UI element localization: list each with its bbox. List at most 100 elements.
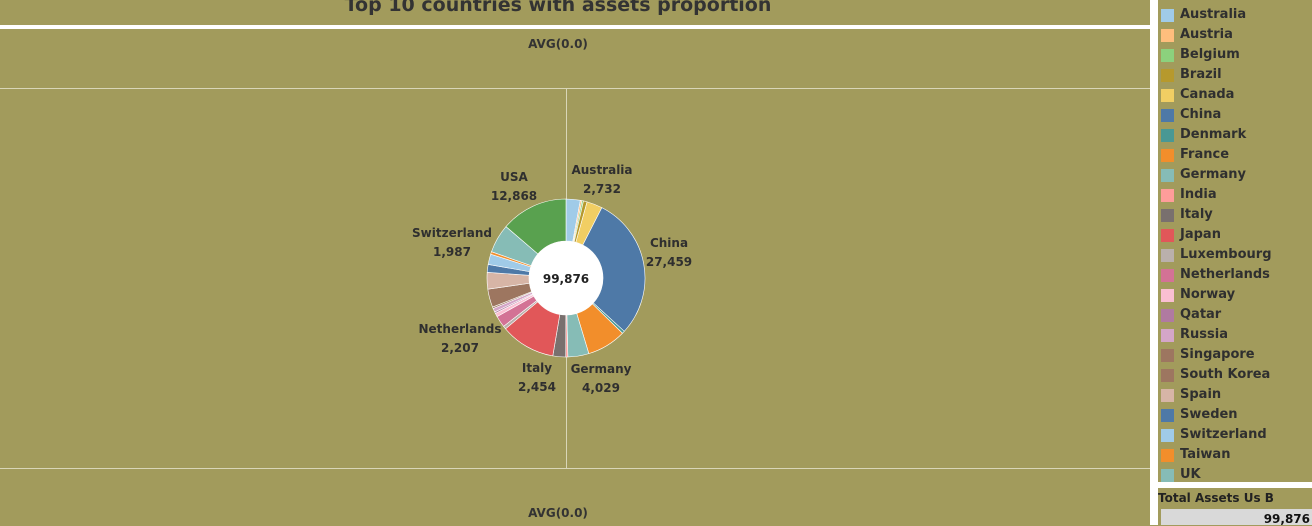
legend-label: Austria [1180,27,1233,42]
legend-label: Singapore [1180,347,1255,362]
legend-swatch [1161,209,1174,222]
legend-label: Australia [1180,7,1247,22]
legend-label: India [1180,187,1217,202]
legend-swatch [1161,469,1174,482]
legend-swatch [1161,229,1174,242]
legend-swatch [1161,309,1174,322]
legend-item-italy[interactable]: Italy [1158,206,1312,226]
legend-label: UK [1180,467,1201,482]
legend-swatch [1161,69,1174,82]
legend-swatch [1161,349,1174,362]
legend-swatch [1161,169,1174,182]
slice-label-name: Australia [571,163,632,177]
legend-item-russia[interactable]: Russia [1158,326,1312,346]
filter-title: Total Assets Us B [1158,491,1274,505]
legend-item-japan[interactable]: Japan [1158,226,1312,246]
slice-label-value: 4,029 [582,381,620,395]
slice-label-name: Netherlands [418,322,501,336]
slice-label-name: USA [500,170,528,184]
legend-item-denmark[interactable]: Denmark [1158,126,1312,146]
slice-label-value: 2,207 [441,341,479,355]
chart-title: Top 10 countries with assets proportion [344,0,772,16]
legend-label: Russia [1180,327,1228,342]
legend-label: Netherlands [1180,267,1270,282]
slice-label-value: 2,454 [518,380,556,394]
legend-item-uk[interactable]: UK [1158,466,1312,486]
legend-item-norway[interactable]: Norway [1158,286,1312,306]
legend-label: Spain [1180,387,1222,402]
legend-item-spain[interactable]: Spain [1158,386,1312,406]
title-separator [0,25,1150,29]
legend-swatch [1161,9,1174,22]
legend-label: Belgium [1180,47,1240,62]
legend-item-belgium[interactable]: Belgium [1158,46,1312,66]
donut-chart[interactable]: Australia 2,732 China 27,459 Germany 4,029 Ita… [0,0,1150,525]
legend-swatch [1161,249,1174,262]
legend-swatch [1161,89,1174,102]
reference-line-top [0,88,1150,89]
legend-item-luxembourg[interactable]: Luxembourg [1158,246,1312,266]
legend-swatch [1161,369,1174,382]
legend-item-austria[interactable]: Austria [1158,26,1312,46]
legend-swatch [1161,389,1174,402]
reference-label-top: AVG(0.0) [528,37,588,51]
legend-label: Japan [1180,227,1221,242]
slice-label-name: Italy [522,361,552,375]
legend-swatch [1161,269,1174,282]
legend-item-australia[interactable]: Australia [1158,6,1312,26]
legend-swatch [1161,129,1174,142]
slice-label-name: China [650,236,688,250]
legend-item-netherlands[interactable]: Netherlands [1158,266,1312,286]
legend-item-germany[interactable]: Germany [1158,166,1312,186]
legend-label: Qatar [1180,307,1222,322]
legend-swatch [1161,429,1174,442]
legend-label: Switzerland [1180,427,1267,442]
legend-swatch [1161,49,1174,62]
legend-label: Italy [1180,207,1213,222]
legend-item-india[interactable]: India [1158,186,1312,206]
legend-item-south-korea[interactable]: South Korea [1158,366,1312,386]
slice-label-value: 12,868 [491,189,537,203]
legend-item-taiwan[interactable]: Taiwan [1158,446,1312,466]
chart-area: Top 10 countries with assets proportion … [0,0,1150,525]
donut-hole [529,241,603,315]
legend-label: China [1180,107,1222,122]
legend-item-brazil[interactable]: Brazil [1158,66,1312,86]
legend-item-france[interactable]: France [1158,146,1312,166]
legend-swatch [1161,189,1174,202]
legend-item-switzerland[interactable]: Switzerland [1158,426,1312,446]
legend-item-qatar[interactable]: Qatar [1158,306,1312,326]
legend-swatch [1161,149,1174,162]
slice-label-name: Germany [571,362,632,376]
legend-label: Brazil [1180,67,1222,82]
legend-label: Sweden [1180,407,1238,422]
legend-label: Denmark [1180,127,1247,142]
filter-value: 99,876 [1263,512,1310,526]
slice-label-name: Switzerland [412,226,492,240]
legend-label: Germany [1180,167,1246,182]
legend-label: Canada [1180,87,1235,102]
legend-label: South Korea [1180,367,1271,382]
legend-label: Taiwan [1180,447,1231,462]
legend-panel: Australia Austria Belgium Brazil Canada China… [1158,0,1312,526]
legend-separator [1158,482,1312,488]
legend-label: France [1180,147,1230,162]
legend-item-singapore[interactable]: Singapore [1158,346,1312,366]
legend-swatch [1161,449,1174,462]
legend-swatch [1161,289,1174,302]
legend-label: Luxembourg [1180,247,1272,262]
legend-label: Norway [1180,287,1236,302]
slice-label-value: 27,459 [646,255,692,269]
legend-item-sweden[interactable]: Sweden [1158,406,1312,426]
slice-label-value: 1,987 [433,245,471,259]
legend-item-china[interactable]: China [1158,106,1312,126]
title-bar: Top 10 countries with assets proportion [0,0,1150,25]
legend-swatch [1161,109,1174,122]
reference-label-bottom: AVG(0.0) [528,506,588,520]
legend-swatch [1161,409,1174,422]
legend-swatch [1161,29,1174,42]
panel-divider [1150,0,1158,525]
total-assets-filter[interactable]: 99,876 [1161,509,1312,526]
legend-item-canada[interactable]: Canada [1158,86,1312,106]
legend-swatch [1161,329,1174,342]
